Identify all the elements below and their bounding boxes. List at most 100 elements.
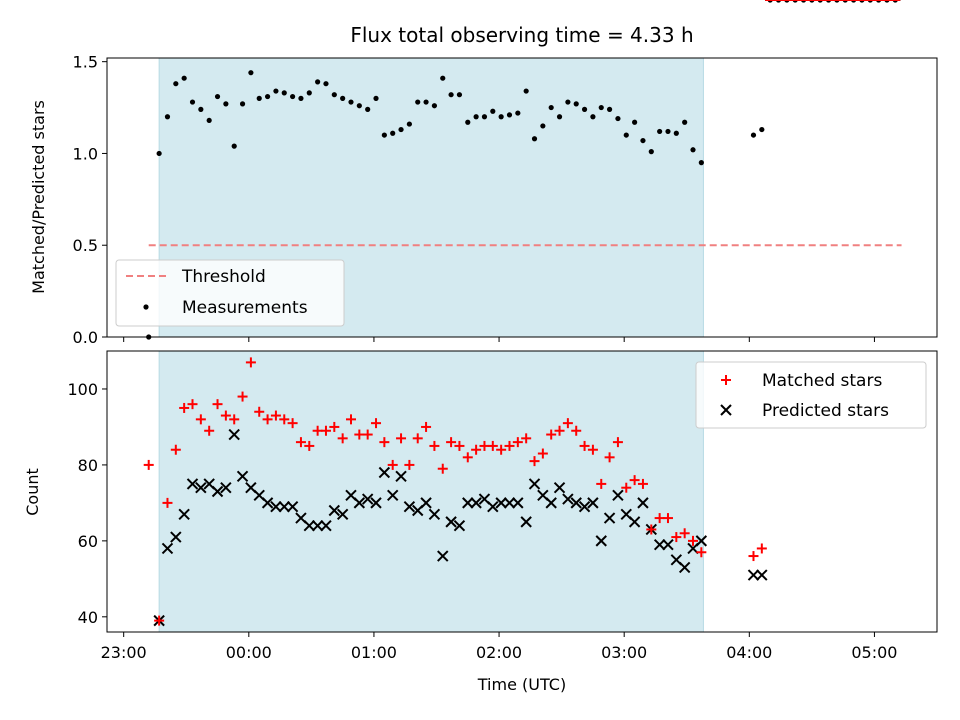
top-y-tick-label: 0.5	[73, 236, 98, 255]
predicted-marker-stroke	[445, 516, 457, 528]
predicted-star-point	[528, 478, 541, 490]
predicted-star-point	[612, 489, 624, 502]
measurement-point	[214, 93, 221, 100]
predicted-marker-stroke	[328, 504, 341, 517]
predicted-star-point	[420, 497, 432, 509]
predicted-star-point	[361, 493, 374, 505]
predicted-marker-stroke	[695, 535, 708, 547]
predicted-star-point	[595, 535, 607, 547]
matched-star-point	[562, 418, 573, 429]
measurement-point	[640, 137, 646, 144]
predicted-star-point	[403, 500, 416, 513]
matched-star-point	[671, 532, 682, 543]
predicted-star-point	[520, 516, 532, 528]
predicted-marker-stroke	[453, 519, 466, 532]
predicted-marker-stroke	[628, 516, 641, 528]
measurement-point	[531, 136, 538, 142]
matched-star-point	[304, 440, 315, 451]
matched-star-point	[195, 414, 206, 425]
bottom-y-axis-label: Count	[23, 468, 42, 516]
matched-star-point	[162, 497, 173, 508]
predicted-star-point	[562, 493, 574, 505]
predicted-marker-stroke	[295, 512, 307, 524]
matched-star-point	[748, 551, 759, 562]
predicted-marker-stroke	[653, 538, 666, 551]
predicted-star-point	[161, 542, 174, 555]
predicted-marker-stroke	[420, 497, 432, 509]
predicted-star-point	[512, 497, 524, 509]
measurement-point	[698, 160, 704, 166]
predicted-star-point	[653, 538, 666, 551]
measurement-point	[189, 99, 196, 105]
matched-star-point	[679, 528, 690, 539]
predicted-marker-stroke	[537, 489, 549, 502]
predicted-marker-stroke	[228, 428, 240, 441]
top-legend: Threshold Measurements	[115, 259, 345, 327]
predicted-marker-stroke	[395, 470, 407, 483]
measurement-point	[273, 88, 279, 94]
predicted-marker-stroke	[620, 508, 632, 520]
matched-star-point	[337, 433, 348, 444]
matched-star-point	[204, 425, 215, 436]
top-legend-box	[115, 259, 345, 327]
predicted-marker-stroke	[303, 519, 315, 532]
predicted-marker-stroke	[211, 485, 224, 498]
chart-title: Flux total observing time = 4.33 h	[350, 23, 693, 47]
predicted-star-point	[278, 500, 290, 513]
matched-star-point	[412, 433, 423, 444]
matched-star-point	[371, 418, 382, 429]
measurement-point	[581, 106, 588, 112]
predicted-marker-stroke	[320, 519, 332, 532]
predicted-star-point	[487, 500, 499, 513]
matched-star-point	[621, 482, 632, 493]
predicted-marker-stroke	[670, 554, 683, 566]
matched-star-point	[662, 513, 673, 524]
x-tick-label: 05:00	[851, 643, 897, 662]
measurement-point	[256, 95, 262, 101]
top-y-axis-label: Matched/Predicted stars	[29, 100, 48, 294]
measurement-point	[690, 147, 696, 153]
predicted-marker-stroke	[361, 493, 374, 505]
matched-star-point	[554, 425, 565, 436]
predicted-star-point	[261, 497, 274, 509]
predicted-marker-stroke	[236, 470, 249, 483]
predicted-marker-stroke	[378, 466, 391, 479]
matched-star-point	[245, 357, 256, 368]
predicted-marker-stroke	[195, 481, 207, 494]
measurement-point	[390, 130, 396, 136]
predicted-marker-stroke	[286, 500, 299, 513]
measurement-point	[565, 99, 571, 105]
measurement-point	[632, 119, 638, 125]
bottom-x-ticks: 23:00 00:00 01:00 02:00 03:00 04:00 05:00	[101, 632, 897, 662]
predicted-star-point	[286, 500, 299, 513]
top-y-tick-label: 1.0	[73, 144, 98, 163]
predicted-marker-stroke	[478, 493, 491, 505]
matched-star-point	[229, 414, 240, 425]
measurement-point	[590, 114, 596, 120]
predicted-marker-stroke	[470, 497, 482, 509]
top-x-ticks	[123, 337, 875, 342]
measurement-point	[456, 92, 463, 98]
predicted-marker-stroke	[403, 500, 416, 513]
matched-star-point	[629, 475, 640, 486]
measurement-point	[573, 101, 579, 107]
measurement-point	[306, 90, 312, 96]
matched-star-point	[143, 459, 154, 470]
measurement-point	[759, 126, 765, 133]
predicted-star-point	[386, 489, 399, 502]
matched-star-point	[496, 444, 507, 455]
matched-star-point	[437, 463, 448, 474]
predicted-marker-stroke	[495, 497, 507, 509]
measurement-point	[290, 93, 296, 100]
measurement-point	[415, 99, 421, 105]
matched-star-points	[143, 0, 901, 626]
measurement-point	[515, 110, 521, 116]
measurement-point	[556, 114, 563, 120]
predicted-star-point	[678, 561, 691, 574]
measurement-point	[323, 81, 329, 87]
measurement-point	[331, 92, 337, 98]
measurement-point	[440, 75, 446, 81]
predicted-star-point	[462, 497, 474, 509]
predicted-star-point	[453, 519, 466, 532]
measurement-point	[481, 114, 488, 120]
